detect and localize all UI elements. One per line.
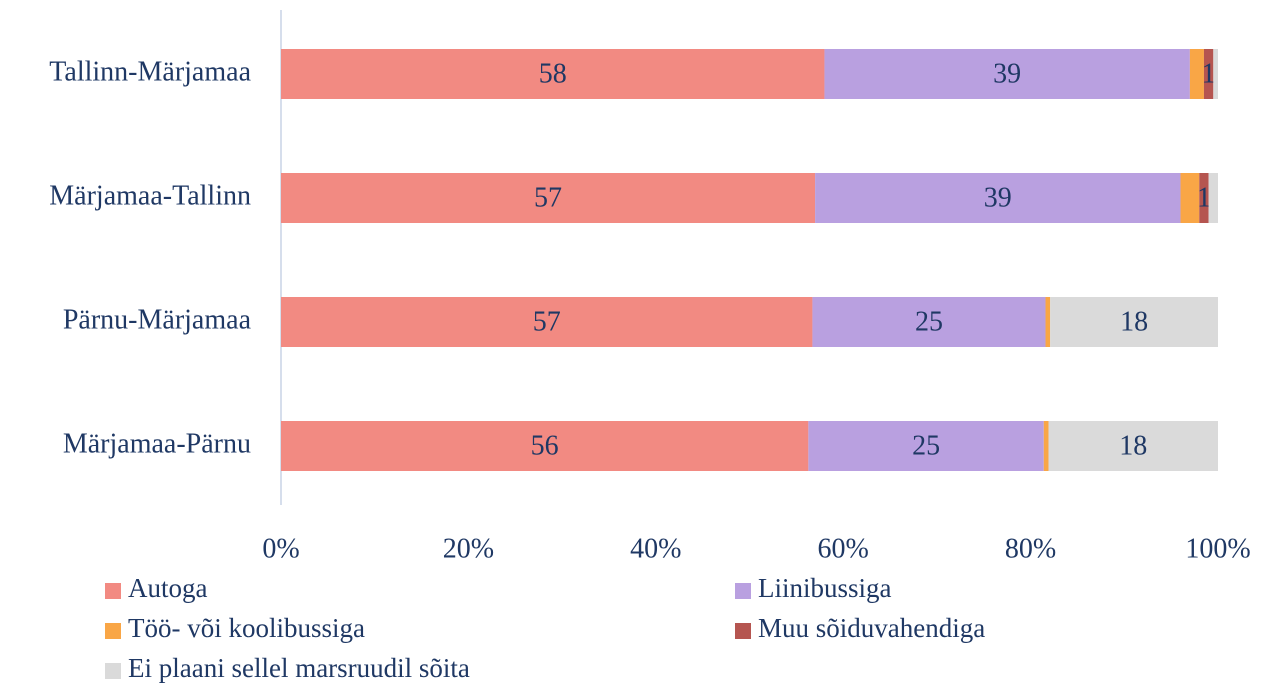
legend-swatch xyxy=(105,663,121,679)
bar-segment xyxy=(1199,173,1209,223)
bar-segment xyxy=(1050,297,1218,347)
data-label: 25 xyxy=(915,306,943,337)
data-label: 18 xyxy=(1120,306,1148,337)
data-label: 57 xyxy=(533,306,561,337)
bar-segment xyxy=(815,173,1181,223)
bar-segment xyxy=(1045,297,1051,347)
x-tick-label: 100% xyxy=(1185,533,1250,564)
data-label: 18 xyxy=(1119,430,1147,461)
legend-label: Ei plaani sellel marsruudil sõita xyxy=(128,653,470,683)
y-tick-label: Tallinn-Märjamaa xyxy=(49,56,251,87)
bar-segment xyxy=(1203,49,1214,99)
bar-segment xyxy=(812,297,1046,347)
data-label: 1 xyxy=(1202,58,1216,89)
bar-segment xyxy=(281,297,813,347)
legend-swatch xyxy=(735,583,751,599)
bar-segment xyxy=(824,49,1190,99)
bar-segment xyxy=(281,49,825,99)
bar-segment xyxy=(1048,421,1218,471)
data-label: 1 xyxy=(1197,182,1211,213)
bar-segment xyxy=(1213,49,1218,99)
legend-swatch xyxy=(105,583,121,599)
bar-segment xyxy=(281,173,816,223)
legend-swatch xyxy=(105,623,121,639)
data-label: 39 xyxy=(984,182,1012,213)
data-label: 56 xyxy=(531,430,559,461)
bar-segment xyxy=(1189,49,1204,99)
x-tick-label: 80% xyxy=(1005,533,1056,564)
data-label: 58 xyxy=(539,58,567,89)
bar-segment xyxy=(1043,421,1049,471)
y-tick-label: Pärnu-Märjamaa xyxy=(63,304,252,335)
x-tick-label: 20% xyxy=(443,533,494,564)
bar-segment xyxy=(1180,173,1200,223)
legend-label: Muu sõiduvahendiga xyxy=(758,613,985,643)
x-tick-label: 40% xyxy=(630,533,681,564)
data-label: 57 xyxy=(534,182,562,213)
bar-segment xyxy=(1208,173,1218,223)
x-tick-label: 0% xyxy=(262,533,299,564)
y-tick-label: Märjamaa-Pärnu xyxy=(63,428,251,459)
bar-segment xyxy=(808,421,1044,471)
x-tick-label: 60% xyxy=(818,533,869,564)
bar-segment xyxy=(281,421,809,471)
legend-label: Töö- või koolibussiga xyxy=(128,613,365,643)
data-label: 25 xyxy=(912,430,940,461)
legend-label: Autoga xyxy=(128,573,208,603)
legend-label: Liinibussiga xyxy=(758,573,892,603)
data-label: 39 xyxy=(993,58,1021,89)
legend-swatch xyxy=(735,623,751,639)
y-tick-label: Märjamaa-Tallinn xyxy=(49,180,251,211)
